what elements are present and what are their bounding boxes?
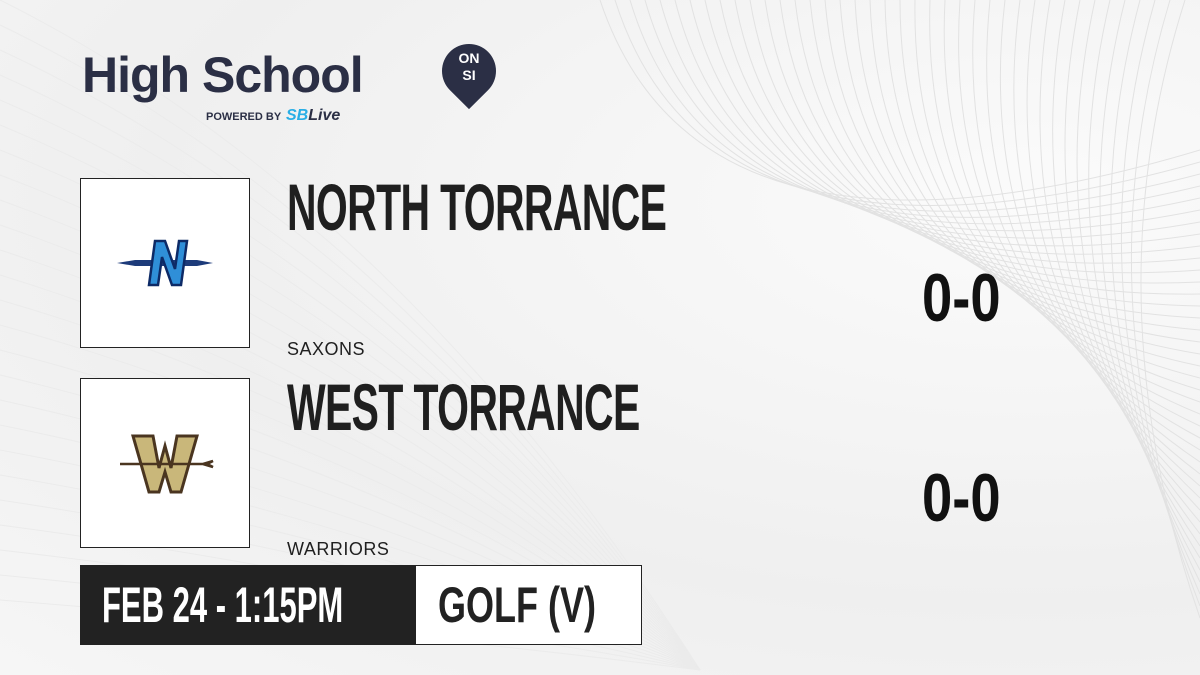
team-logo-north-torrance xyxy=(80,178,250,348)
team-logo-west-torrance xyxy=(80,378,250,548)
team-score: 0-0 xyxy=(922,460,1001,536)
badge-top: ON xyxy=(458,50,480,66)
on-si-pin-text: ON SI xyxy=(442,50,496,84)
team-name: WEST TORRANCE xyxy=(287,370,640,444)
powered-by-label: POWERED BY xyxy=(206,111,282,123)
brand-title: High School xyxy=(82,47,364,103)
team-mascot: SAXONS xyxy=(287,339,366,359)
arrow-w-icon xyxy=(120,434,214,494)
team-mascot: WARRIORS xyxy=(287,539,390,559)
badge-bottom: SI xyxy=(462,67,476,83)
team-name: NORTH TORRANCE xyxy=(287,170,667,244)
event-datetime: FEB 24 - 1:15PM xyxy=(80,565,416,645)
sword-n-icon xyxy=(117,239,213,287)
event-sport: GOLF (V) xyxy=(415,565,642,645)
sblive-logo: SBLive xyxy=(286,107,341,124)
team-score: 0-0 xyxy=(922,260,1001,336)
